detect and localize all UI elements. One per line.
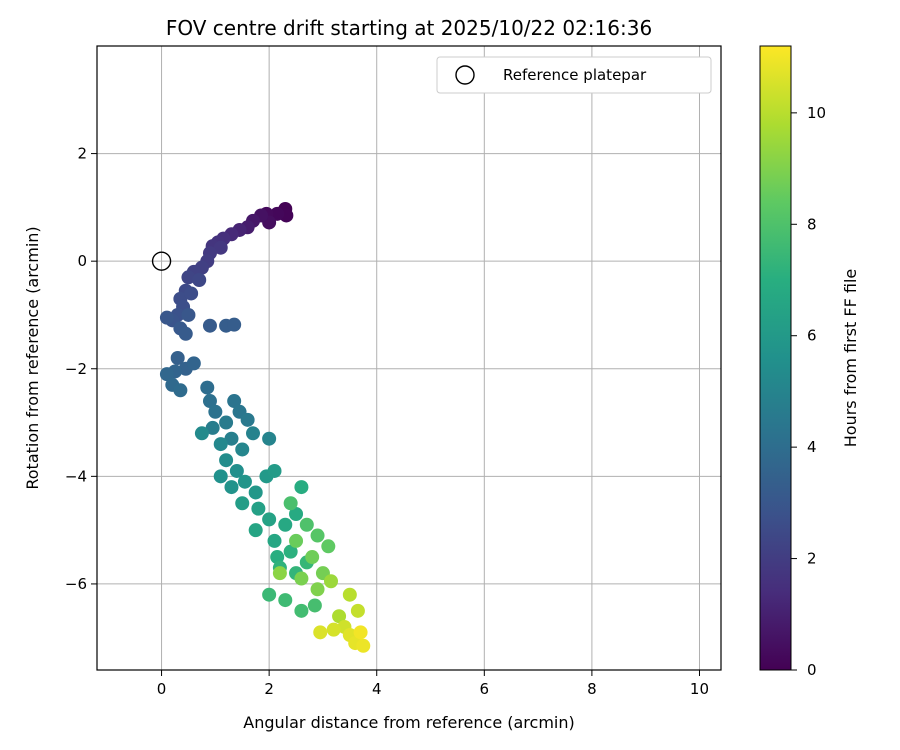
scatter-point	[224, 431, 239, 446]
legend: Reference platepar	[436, 56, 712, 94]
x-tick-label: 4	[372, 680, 382, 698]
colorbar-ticks: 0 2 4 6 8 10	[791, 104, 826, 679]
scatter-point	[262, 587, 277, 602]
scatter-point	[178, 326, 193, 341]
scatter-point	[299, 517, 314, 532]
y-tick-label: −2	[65, 360, 87, 378]
scatter-point	[251, 501, 266, 516]
scatter-point	[307, 598, 322, 613]
scatter-point	[227, 394, 242, 409]
scatter-point	[248, 485, 263, 500]
scatter-point	[213, 469, 228, 484]
legend-marker	[455, 65, 475, 85]
colorbar-tick-label: 6	[807, 327, 817, 345]
scatter-point	[294, 571, 309, 586]
scatter-point	[262, 431, 277, 446]
x-axis-ticks: 0 2 4 6 8 10	[157, 670, 709, 698]
scatter-point	[267, 463, 282, 478]
scatter-point	[283, 496, 298, 511]
scatter-point	[278, 517, 293, 532]
scatter-point	[267, 533, 282, 548]
scatter-point	[219, 415, 234, 430]
scatter-point	[283, 544, 298, 559]
scatter-point	[262, 512, 277, 527]
scatter-point	[246, 426, 260, 441]
reference-platepar-marker	[151, 251, 172, 271]
colorbar-tick-label: 10	[807, 104, 826, 122]
colorbar-tick-label: 8	[807, 215, 817, 233]
scatter-point	[159, 310, 174, 325]
scatter-point	[202, 318, 217, 333]
scatter-point	[310, 528, 325, 543]
scatter-point	[305, 550, 320, 565]
scatter-point	[289, 507, 304, 521]
grid	[97, 46, 721, 670]
scatter-points	[159, 201, 371, 653]
plot-frame	[96, 45, 722, 671]
scatter-point	[294, 480, 309, 495]
chart-title: FOV centre drift starting at 2025/10/22 …	[166, 16, 652, 40]
scatter-point	[313, 625, 328, 640]
colorbar-tick-label: 2	[807, 550, 817, 568]
scatter-point	[159, 367, 174, 382]
scatter-point	[235, 442, 250, 457]
x-tick-label: 10	[690, 680, 709, 698]
scatter-point	[170, 351, 185, 365]
scatter-point	[289, 533, 304, 548]
colorbar: 0 2 4 6 8 10 Hours from first FF file	[759, 45, 860, 679]
y-tick-label: −4	[65, 467, 87, 485]
scatter-point	[248, 523, 263, 538]
scatter-point	[208, 404, 223, 419]
x-axis-label: Angular distance from reference (arcmin)	[243, 713, 574, 732]
scatter-point	[237, 474, 252, 489]
scatter-point	[181, 270, 196, 285]
scatter-point	[224, 480, 239, 495]
colorbar-gradient	[759, 45, 792, 671]
colorbar-tick-label: 0	[807, 661, 817, 679]
scatter-point	[240, 412, 255, 427]
colorbar-tick-label: 4	[807, 438, 817, 456]
scatter-point	[342, 587, 357, 602]
scatter-point	[356, 638, 371, 653]
scatter-point	[235, 496, 250, 511]
x-tick-label: 6	[480, 680, 490, 698]
scatter-point	[186, 356, 201, 371]
scatter-point	[227, 317, 242, 332]
scatter-point	[310, 582, 325, 597]
y-axis-label: Rotation from reference (arcmin)	[23, 226, 42, 489]
scatter-point	[272, 566, 287, 581]
scatter-point	[321, 539, 336, 554]
y-tick-label: 2	[77, 145, 87, 163]
scatter-point	[324, 574, 338, 589]
scatter-point	[213, 240, 228, 255]
scatter-point	[353, 625, 368, 640]
legend-box	[436, 56, 712, 94]
scatter-point	[213, 437, 228, 452]
scatter-point	[181, 307, 196, 322]
scatter-point	[278, 593, 293, 608]
legend-label: Reference platepar	[503, 66, 647, 84]
scatter-point	[326, 622, 341, 637]
scatter-point	[202, 394, 217, 409]
scatter-point	[332, 609, 347, 624]
y-axis-ticks: −6 −4 −2 0 2	[65, 145, 97, 593]
y-tick-label: −6	[65, 575, 87, 593]
scatter-point	[184, 286, 199, 301]
scatter-point	[294, 603, 309, 618]
scatter-point	[270, 550, 285, 565]
x-tick-label: 0	[157, 680, 167, 698]
colorbar-label: Hours from first FF file	[841, 269, 860, 448]
scatter-point	[219, 453, 234, 468]
scatter-point	[192, 273, 207, 287]
scatter-point	[200, 380, 215, 395]
scatter-point	[173, 383, 188, 398]
scatter-point	[194, 426, 209, 441]
scatter-point	[350, 603, 365, 618]
x-tick-label: 2	[264, 680, 274, 698]
y-tick-label: 0	[77, 252, 87, 270]
scatter-point	[229, 463, 244, 478]
scatter-point	[205, 420, 220, 435]
x-tick-label: 8	[587, 680, 597, 698]
